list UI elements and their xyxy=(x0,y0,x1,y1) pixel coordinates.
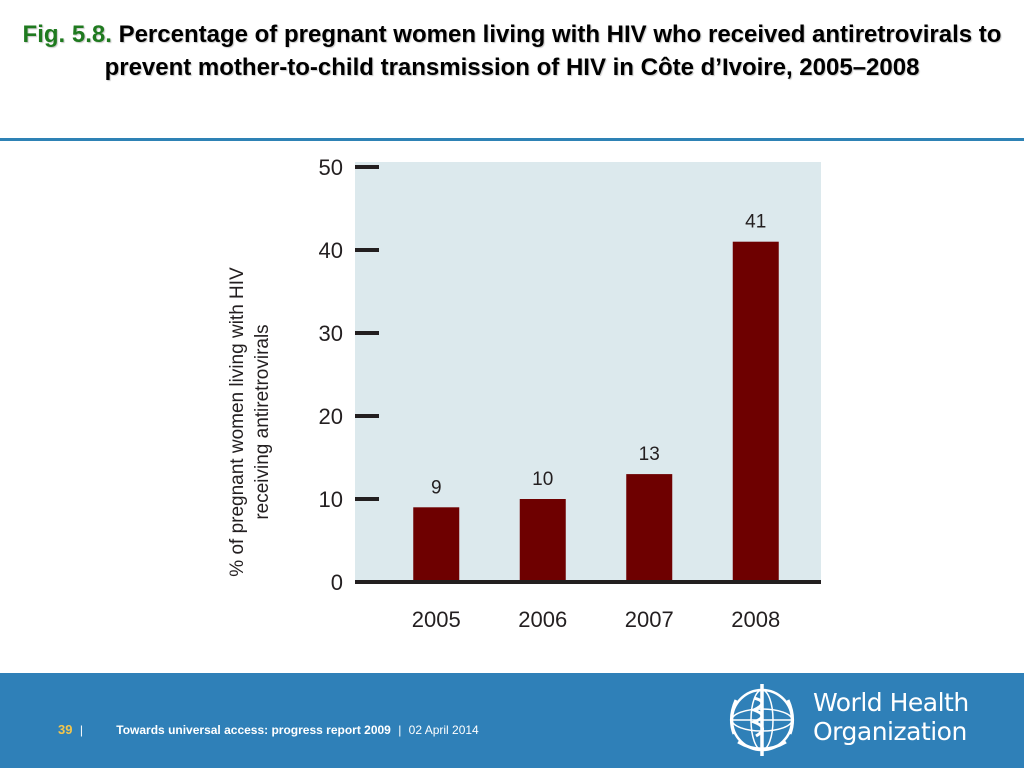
footer-date: 02 April 2014 xyxy=(408,723,479,737)
x-tick-label-2007: 2007 xyxy=(625,607,674,632)
title-divider xyxy=(0,138,1024,141)
figure-label: Fig. 5.8. xyxy=(22,21,112,48)
x-tick-label-2005: 2005 xyxy=(412,607,461,632)
bar-2005 xyxy=(413,507,460,582)
data-label-2008: 41 xyxy=(745,212,766,233)
x-tick-label-2006: 2006 xyxy=(518,607,567,632)
y-tick-label: 20 xyxy=(319,404,343,429)
footer-text: 39 | Towards universal access: progress … xyxy=(58,722,479,737)
org-name-line2: Organization xyxy=(813,717,967,746)
y-tick-label: 30 xyxy=(319,321,343,346)
org-name-line1: World Health xyxy=(813,688,969,717)
x-tick-label-2008: 2008 xyxy=(731,607,780,632)
slide-title: Fig. 5.8. Percentage of pregnant women l… xyxy=(20,18,1004,84)
footer-separator-2: | xyxy=(398,723,402,737)
footer-bar xyxy=(0,673,1024,768)
bar-chart: % of pregnant women living with HIV rece… xyxy=(227,155,821,632)
data-label-2005: 9 xyxy=(431,477,442,498)
data-label-2007: 13 xyxy=(639,444,660,465)
y-tick-label: 50 xyxy=(319,155,343,180)
page-number: 39 xyxy=(58,722,73,737)
y-axis-label-line1: % of pregnant women living with HIV xyxy=(227,267,248,577)
y-tick-label: 40 xyxy=(319,238,343,263)
y-axis-label-line2: receiving antiretrovirals xyxy=(252,324,273,519)
bar-2007 xyxy=(626,474,673,582)
y-axis-label: % of pregnant women living with HIV rece… xyxy=(227,267,273,577)
report-title: Towards universal access: progress repor… xyxy=(116,723,391,737)
data-label-2006: 10 xyxy=(532,469,553,490)
footer-separator: | xyxy=(79,723,83,737)
bar-2008 xyxy=(732,241,779,582)
figure-title: Percentage of pregnant women living with… xyxy=(104,21,1002,81)
who-emblem-icon xyxy=(729,684,795,756)
y-tick-label: 10 xyxy=(319,487,343,512)
bar-2006 xyxy=(519,499,566,582)
organization-name: World Health Organization xyxy=(813,688,969,746)
y-tick-label: 0 xyxy=(331,570,343,595)
